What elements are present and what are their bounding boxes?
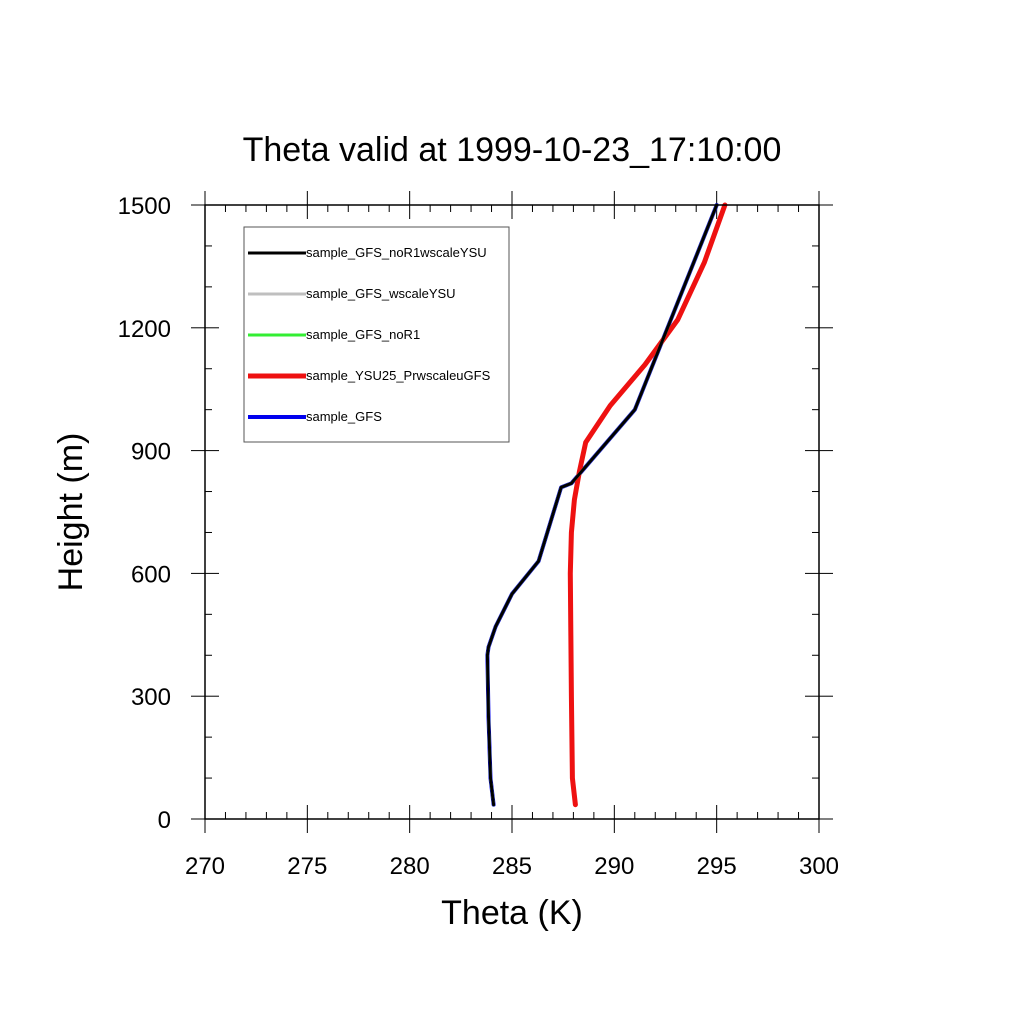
legend-label: sample_GFS — [306, 409, 382, 424]
plot-frame — [204, 204, 820, 820]
y-tick-labels: 0 300 600 900 1200 1500 — [118, 193, 171, 834]
x-tick-label: 270 — [185, 853, 225, 880]
y-tick-label: 600 — [131, 561, 171, 588]
legend-label: sample_YSU25_PrwscaleuGFS — [306, 368, 491, 383]
legend: sample_GFS_noR1wscaleYSU sample_GFS_wscal… — [243, 226, 510, 443]
x-tick-label: 275 — [287, 853, 327, 880]
y-tick-label: 0 — [158, 807, 171, 834]
x-tick-labels: 270 275 280 285 290 295 300 — [185, 853, 839, 880]
x-tick-label: 290 — [594, 853, 634, 880]
chart-title: Theta valid at 1999-10-23_17:10:00 — [243, 131, 782, 169]
y-axis-title: Height (m) — [52, 433, 90, 592]
y-tick-label: 300 — [131, 684, 171, 711]
legend-label: sample_GFS_noR1 — [306, 327, 420, 342]
series-lines — [485, 202, 728, 808]
x-tick-label: 300 — [799, 853, 839, 880]
y-tick-label: 1200 — [118, 316, 171, 343]
series-line-sample_YSU25_PrwscaleuGFS — [567, 202, 728, 808]
series-line-sample_GFS_noR1wscaleYSU — [485, 203, 719, 807]
x-axis-title: Theta (K) — [441, 894, 583, 932]
x-tick-label: 295 — [697, 853, 737, 880]
y-tick-label: 900 — [131, 439, 171, 466]
legend-label: sample_GFS_noR1wscaleYSU — [306, 245, 487, 260]
x-tick-label: 280 — [390, 853, 430, 880]
x-tick-label: 285 — [492, 853, 532, 880]
y-tick-label: 1500 — [118, 193, 171, 220]
legend-label: sample_GFS_wscaleYSU — [306, 286, 456, 301]
